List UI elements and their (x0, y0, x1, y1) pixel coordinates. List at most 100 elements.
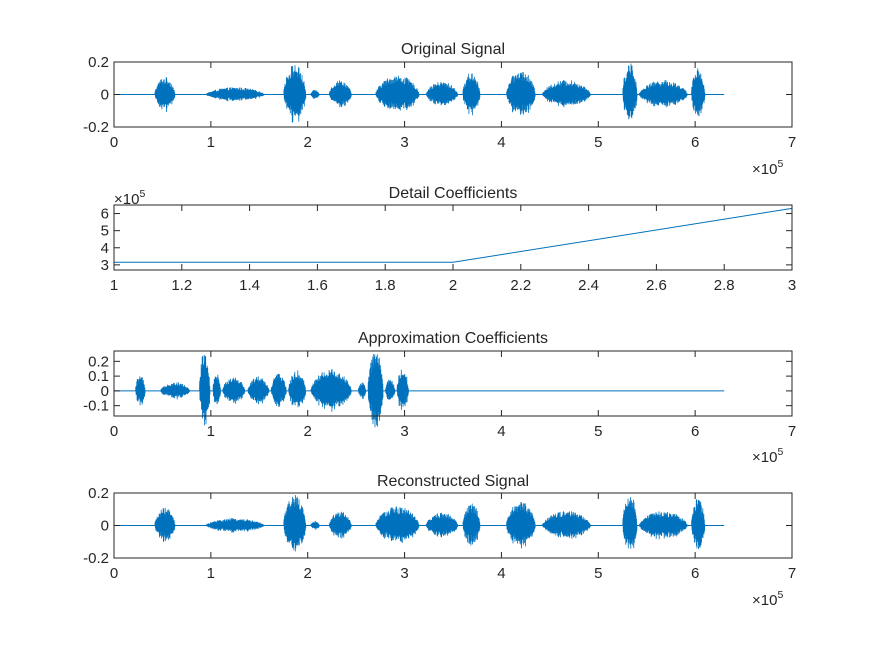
signal-burst (205, 87, 265, 102)
y-tick-label: 0.2 (88, 353, 109, 370)
signal-burst (425, 81, 458, 106)
signal-burst (212, 374, 221, 405)
x-tick-label: 1.6 (307, 277, 328, 294)
signal-burst (622, 63, 638, 120)
signal-burst (396, 369, 409, 410)
signal-burst (222, 377, 246, 404)
x-tick-label: 0 (110, 565, 118, 582)
x-tick-label: 6 (691, 423, 699, 440)
signal-burst (205, 518, 265, 533)
subplot-detail-coefficients: Detail Coefficients ×105 1 1.2 1.4 1.6 1.8 2 2… (101, 185, 797, 294)
signal-burst (691, 499, 706, 550)
subplot-approximation-coefficients: Approximation Coefficients 0 1 2 3 4 5 6 7 0.20.… (83, 330, 796, 466)
y-tick-label: 0.2 (88, 485, 109, 502)
signal-burst (375, 75, 420, 111)
signal-burst (462, 503, 481, 546)
x-multiplier-original-signal: ×105 (752, 158, 783, 178)
signal-burst (691, 68, 706, 117)
subplot-reconstructed-signal: Reconstructed Signal 0 1 2 3 4 5 6 70.20-0.2 ×1… (83, 473, 796, 609)
x-tick-label: 2 (304, 423, 312, 440)
axes-approximation-coefficients: 0 1 2 3 4 5 6 70.20.10-0.1 (83, 350, 796, 440)
y-tick-label: 4 (101, 240, 109, 257)
x-tick-label: 6 (691, 134, 699, 151)
x-tick-label: 1.4 (239, 277, 260, 294)
x-tick-label: 5 (594, 423, 602, 440)
signal-burst (462, 73, 481, 116)
x-tick-label: 3 (400, 423, 408, 440)
signal-burst (154, 507, 176, 543)
x-tick-label: 2.6 (646, 277, 667, 294)
x-tick-label: 7 (788, 134, 796, 151)
signal-burst (160, 382, 191, 400)
x-tick-label: 0 (110, 134, 118, 151)
x-tick-label: 0 (110, 423, 118, 440)
y-multiplier-detail-coefficients: ×105 (114, 188, 145, 208)
x-tick-label: 5 (594, 565, 602, 582)
signal-burst (199, 354, 211, 426)
signal-burst (310, 89, 320, 99)
signal-burst (542, 511, 591, 539)
y-tick-label: 0.1 (88, 368, 109, 385)
x-tick-label: 6 (691, 565, 699, 582)
x-tick-label: 3 (400, 134, 408, 151)
x-tick-label: 1 (207, 565, 215, 582)
title-approximation-coefficients: Approximation Coefficients (358, 330, 548, 347)
signal-burst (288, 370, 306, 408)
x-tick-label: 2.4 (578, 277, 599, 294)
y-tick-label: 6 (101, 206, 109, 223)
x-tick-label: 4 (497, 565, 505, 582)
signal-burst (506, 501, 536, 549)
y-tick-label: 0 (101, 518, 109, 535)
title-original-signal: Original Signal (401, 41, 505, 58)
signal-burst (247, 376, 270, 405)
signal-burst (425, 512, 458, 538)
x-tick-label: 2 (304, 134, 312, 151)
signal-burst (154, 76, 176, 113)
signal-burst (638, 511, 688, 540)
title-detail-coefficients: Detail Coefficients (389, 185, 518, 202)
subplot-original-signal: Original Signal 0 1 2 3 4 5 6 70.20-0.2 ×105 (83, 41, 796, 178)
series-line (114, 207, 793, 263)
signal-burst (506, 71, 536, 115)
x-tick-label: 7 (788, 423, 796, 440)
signal-burst (367, 353, 384, 428)
y-tick-label: 0 (101, 383, 109, 400)
signal-burst (283, 495, 307, 552)
x-tick-label: 7 (788, 565, 796, 582)
signal-burst (310, 369, 352, 412)
x-tick-label: 1 (207, 134, 215, 151)
signal-burst (328, 80, 352, 108)
x-tick-label: 3 (400, 565, 408, 582)
x-tick-label: 2 (449, 277, 457, 294)
x-tick-label: 1 (110, 277, 118, 294)
signal-burst (622, 497, 638, 549)
x-tick-label: 2 (304, 565, 312, 582)
x-multiplier-reconstructed-signal: ×105 (752, 589, 783, 609)
signal-burst (357, 382, 367, 399)
x-tick-label: 2.8 (714, 277, 735, 294)
x-tick-label: 4 (497, 423, 505, 440)
signal-burst (638, 80, 688, 108)
x-tick-label: 1.2 (171, 277, 192, 294)
y-tick-label: -0.2 (83, 119, 109, 136)
signal-burst (542, 80, 591, 108)
signal-burst (135, 376, 146, 406)
signal-burst (270, 373, 287, 407)
signal-burst (328, 511, 352, 539)
y-tick-label: 0 (101, 87, 109, 104)
x-tick-label: 1.8 (375, 277, 396, 294)
axes-reconstructed-signal: 0 1 2 3 4 5 6 70.20-0.2 (83, 485, 796, 582)
signal-burst (310, 520, 320, 531)
y-tick-label: 0.2 (88, 54, 109, 71)
signal-burst (385, 379, 396, 401)
x-tick-label: 5 (594, 134, 602, 151)
signal-burst (283, 65, 307, 123)
x-tick-label: 2.2 (510, 277, 531, 294)
title-reconstructed-signal: Reconstructed Signal (377, 473, 529, 490)
x-tick-label: 1 (207, 423, 215, 440)
axes-box (113, 350, 793, 417)
y-tick-label: -0.1 (83, 398, 109, 415)
